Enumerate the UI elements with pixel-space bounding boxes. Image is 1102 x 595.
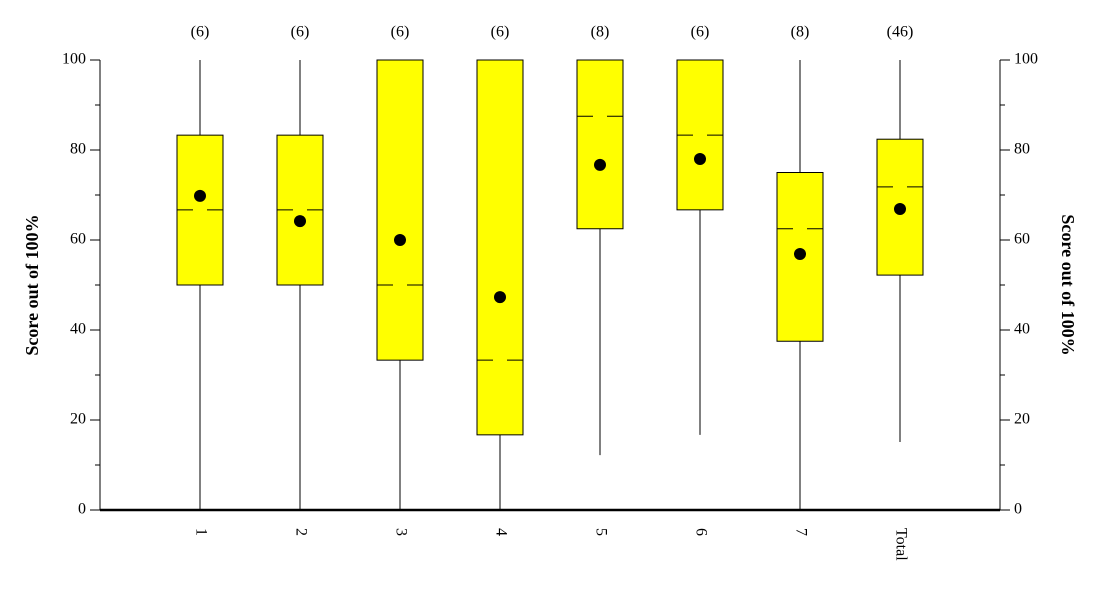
box xyxy=(476,59,524,436)
x-tick-label: 2 xyxy=(292,528,309,536)
y-tick-label: 80 xyxy=(70,141,86,158)
y-axis-label: Score out of 100% xyxy=(22,214,42,355)
count-label: (6) xyxy=(191,24,210,41)
y-tick-label: 100 xyxy=(62,51,86,68)
y2-tick-label: 20 xyxy=(1014,411,1030,428)
mean-dot xyxy=(294,215,306,228)
mean-dot xyxy=(394,234,406,246)
y2-axis-label: Score out of 100% xyxy=(1058,214,1078,355)
count-label: (46) xyxy=(887,24,914,41)
y2-tick-label: 80 xyxy=(1014,141,1030,158)
y2-tick-label: 60 xyxy=(1014,231,1030,248)
x-tick-label: 6 xyxy=(692,528,709,536)
count-label: (8) xyxy=(791,24,810,41)
y-tick-label: 40 xyxy=(70,321,86,338)
x-tick-label: 4 xyxy=(492,528,509,536)
x-tick-label: 7 xyxy=(792,528,809,536)
count-label: (6) xyxy=(291,24,310,41)
mean-dot xyxy=(594,158,606,171)
count-label: (8) xyxy=(591,24,610,41)
mean-dot xyxy=(494,291,506,304)
y2-tick-label: 0 xyxy=(1014,501,1022,518)
y2-tick-label: 100 xyxy=(1014,51,1038,68)
count-label: (6) xyxy=(691,24,710,41)
mean-dot xyxy=(794,247,806,260)
mean-dot xyxy=(694,153,706,165)
mean-dot xyxy=(894,202,906,215)
box xyxy=(376,59,424,361)
y-tick-label: 20 xyxy=(70,411,86,428)
x-tick-label: Total xyxy=(892,528,909,561)
y2-tick-label: 40 xyxy=(1014,321,1030,338)
x-tick-label: 5 xyxy=(592,528,609,536)
x-tick-label: 3 xyxy=(392,528,409,536)
y-tick-label: 60 xyxy=(70,231,86,248)
mean-dot xyxy=(194,189,206,202)
y-tick-label: 0 xyxy=(78,501,86,518)
x-tick-label: 1 xyxy=(192,528,209,536)
count-label: (6) xyxy=(491,24,510,41)
box xyxy=(576,59,624,230)
count-label: (6) xyxy=(391,24,410,41)
